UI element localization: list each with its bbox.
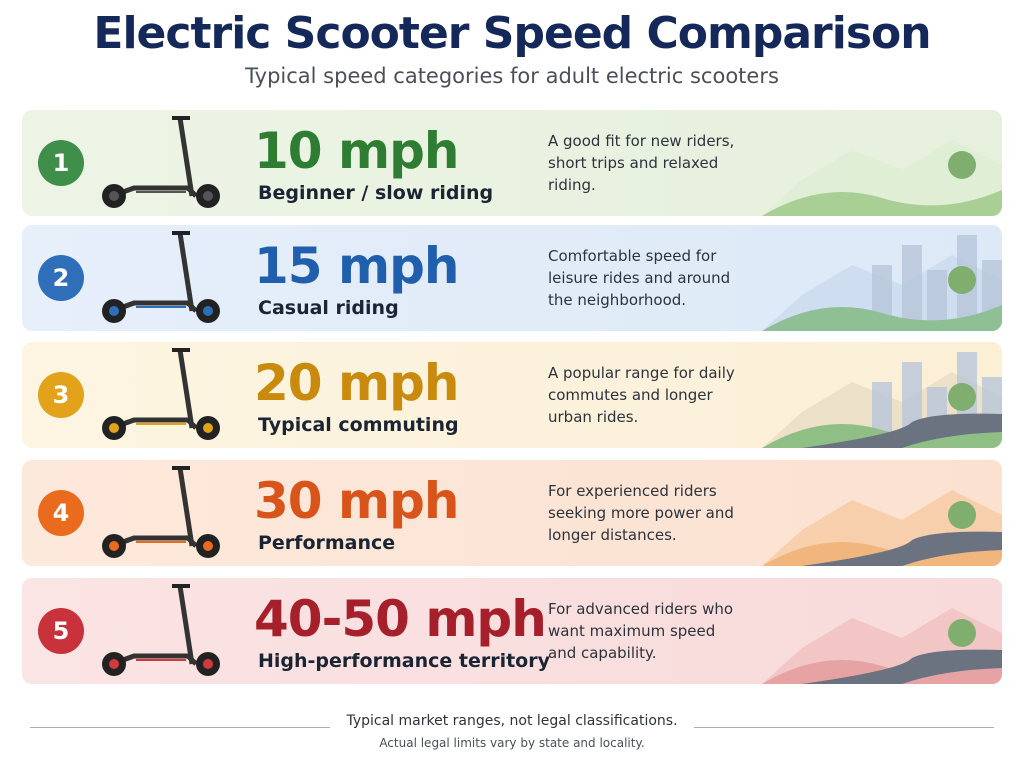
- scooter-stem: [177, 232, 195, 312]
- speed: 15 mph: [254, 237, 459, 295]
- tier-card: 2 15 mph Casual riding Comfortable speed fo…: [22, 225, 1002, 331]
- tier-description: A popular range for daily commutes and l…: [548, 364, 735, 426]
- subtitle: Typical speed categories for adult elect…: [245, 64, 779, 88]
- tier-number: 5: [38, 608, 84, 654]
- tree: [948, 151, 976, 179]
- building: [872, 382, 892, 442]
- building: [902, 245, 922, 325]
- footer-note: Typical market ranges, not legal classif…: [346, 713, 678, 729]
- speed: 30 mph: [254, 472, 459, 530]
- tier-number: 1: [38, 140, 84, 186]
- building: [927, 270, 947, 325]
- tree: [948, 383, 976, 411]
- tree: [948, 266, 976, 294]
- scooter-stem: [177, 585, 195, 665]
- scooter-stem: [177, 467, 195, 547]
- scooter-icon: [102, 348, 220, 440]
- speed: 10 mph: [254, 122, 459, 180]
- foreground-hill: [762, 305, 1002, 331]
- divider: [30, 727, 330, 728]
- tier-number: 3: [38, 372, 84, 418]
- tier-description: For experienced riders seeking more powe…: [548, 482, 734, 544]
- road: [802, 413, 1002, 448]
- tree: [948, 619, 976, 647]
- wheel-hub: [109, 306, 119, 316]
- tier-label: High-performance territory: [258, 650, 550, 672]
- tree: [948, 501, 976, 529]
- tier-description: Comfortable speed for leisure rides and …: [548, 247, 731, 309]
- scooter-icon: [102, 231, 220, 323]
- tier-label: Typical commuting: [258, 414, 459, 436]
- tier-card: 4 30 mph Performance For experienced riders…: [22, 460, 1002, 566]
- footer-disclaimer: Actual legal limits vary by state and lo…: [379, 736, 645, 750]
- wheel-hub: [109, 659, 119, 669]
- foreground-hill: [762, 190, 1002, 216]
- tier-description: A good fit for new riders, short trips a…: [548, 132, 735, 194]
- tier-card: 1 10 mph Beginner / slow riding A good fit …: [22, 110, 1002, 216]
- wheel-hub: [203, 191, 213, 201]
- wheel-hub: [203, 306, 213, 316]
- scenery: [762, 608, 1002, 684]
- speed: 40-50 mph: [254, 590, 547, 648]
- tier-number: 4: [38, 490, 84, 536]
- wheel-hub: [109, 191, 119, 201]
- divider: [694, 727, 994, 728]
- tier-card: 5 40-50 mph High-performance territory For …: [22, 578, 1002, 684]
- road: [802, 649, 1002, 684]
- tier-label: Performance: [258, 532, 396, 554]
- wheel-hub: [203, 659, 213, 669]
- road: [802, 531, 1002, 566]
- building: [872, 265, 892, 325]
- scenery: [762, 490, 1002, 566]
- wheel-hub: [203, 541, 213, 551]
- title: Electric Scooter Speed Comparison: [93, 8, 931, 59]
- scooter-icon: [102, 116, 220, 208]
- wheel-hub: [203, 423, 213, 433]
- tier-number: 2: [38, 255, 84, 301]
- tier-label: Casual riding: [258, 297, 399, 319]
- scenery: [762, 235, 1002, 331]
- scooter-stem: [177, 117, 195, 197]
- scooter-stem: [177, 349, 195, 429]
- tier-label: Beginner / slow riding: [258, 182, 494, 204]
- wheel-hub: [109, 423, 119, 433]
- speed: 20 mph: [254, 354, 459, 412]
- scooter-icon: [102, 466, 220, 558]
- scenery: [762, 140, 1002, 216]
- tier-card: 3 20 mph Typical commuting A popular range …: [22, 342, 1002, 448]
- scooter-icon: [102, 584, 220, 676]
- wheel-hub: [109, 541, 119, 551]
- scenery: [762, 352, 1002, 448]
- tier-description: For advanced riders who want maximum spe…: [548, 600, 734, 662]
